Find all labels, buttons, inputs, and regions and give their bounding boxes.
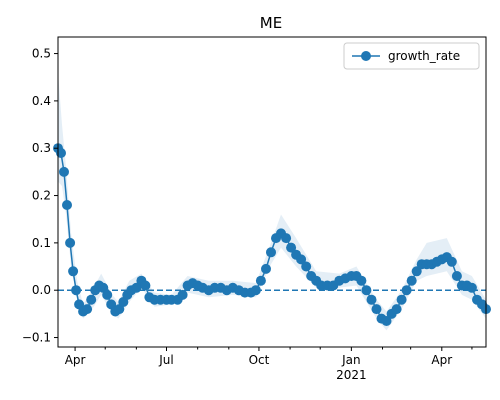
- x-tick-label: Jul: [158, 353, 173, 367]
- y-tick-label: 0.0: [32, 283, 51, 297]
- data-point: [356, 275, 367, 286]
- data-point: [255, 275, 266, 286]
- y-tick-label: 0.4: [32, 94, 51, 108]
- legend-label: growth_rate: [388, 49, 460, 63]
- legend-marker: [361, 51, 371, 61]
- data-point: [446, 256, 457, 267]
- data-point: [140, 280, 151, 291]
- data-point: [281, 233, 292, 244]
- chart-title: ME: [260, 14, 282, 32]
- data-point: [361, 285, 372, 296]
- data-point: [59, 166, 69, 177]
- y-tick-label: −0.1: [22, 331, 51, 345]
- data-point: [71, 285, 82, 296]
- data-point: [62, 200, 72, 210]
- data-point: [65, 237, 76, 248]
- x-tick-label: Oct: [249, 353, 270, 367]
- legend: growth_rate: [343, 42, 480, 70]
- series-layer: [53, 143, 491, 326]
- data-point: [381, 316, 392, 326]
- data-point: [401, 285, 412, 296]
- data-point: [266, 247, 276, 258]
- data-point: [371, 304, 382, 315]
- data-point: [286, 242, 297, 253]
- x-tick-label: Jan: [341, 353, 361, 367]
- y-tick-label: 0.5: [32, 47, 51, 61]
- data-point: [301, 261, 312, 272]
- plot-frame: [57, 36, 487, 348]
- data-point: [261, 263, 271, 274]
- data-point: [68, 266, 79, 277]
- data-point: [466, 282, 477, 293]
- data-point: [102, 289, 113, 300]
- data-point: [396, 294, 407, 305]
- data-point: [411, 266, 422, 277]
- data-point: [451, 271, 462, 281]
- y-tick-label: 0.3: [32, 141, 51, 155]
- data-point: [131, 282, 142, 293]
- data-point: [406, 275, 417, 286]
- confidence-band: [58, 72, 486, 331]
- x-tick-label: Apr: [65, 353, 86, 367]
- y-axis: −0.1 0.0 0.1 0.2 0.3 0.4 0.5: [22, 47, 58, 345]
- y-tick-label: 0.2: [32, 189, 51, 203]
- data-point: [391, 304, 402, 315]
- data-point: [250, 285, 261, 296]
- data-point: [82, 304, 93, 315]
- data-point: [177, 289, 188, 300]
- confidence-band-layer: [58, 72, 486, 331]
- data-point: [366, 294, 377, 305]
- data-point: [296, 254, 307, 265]
- x-tick-label: Apr: [431, 353, 452, 367]
- data-point: [86, 294, 97, 305]
- y-tick-label: 0.1: [32, 236, 51, 250]
- x-tick-year-label: 2021: [336, 368, 367, 382]
- legend-box: [343, 42, 480, 70]
